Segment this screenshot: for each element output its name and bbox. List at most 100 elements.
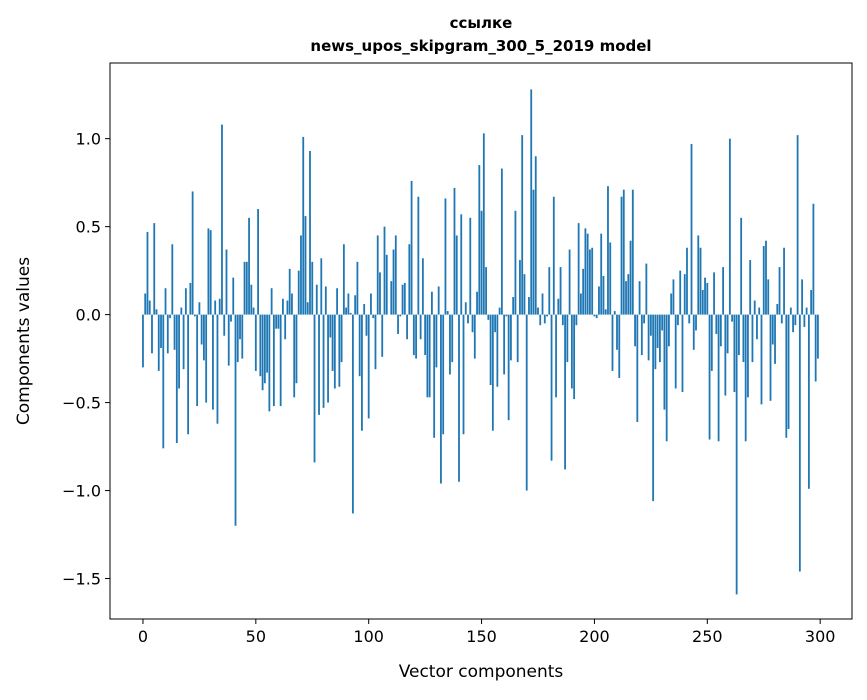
bar-component-121 (415, 314, 418, 359)
bar-component-69 (297, 270, 300, 315)
y-tick-label: 0.0 (76, 306, 101, 325)
bar-component-61 (279, 314, 282, 407)
bar-component-65 (288, 268, 291, 315)
bar-component-231 (663, 314, 666, 410)
bar-component-256 (719, 314, 722, 347)
bar-component-154 (489, 314, 492, 385)
bar-component-151 (482, 133, 485, 315)
bar-component-58 (272, 314, 275, 407)
bar-component-162 (507, 314, 510, 421)
bar-component-235 (672, 279, 675, 315)
bar-component-119 (410, 180, 413, 315)
bar-component-288 (792, 314, 794, 333)
bar-component-286 (787, 314, 790, 429)
bar-component-233 (668, 314, 670, 347)
bar-component-219 (636, 314, 639, 422)
bar-component-270 (751, 314, 754, 363)
bar-component-275 (762, 245, 765, 315)
bar-component-259 (726, 314, 729, 354)
bar-component-98 (363, 304, 366, 315)
bar-component-172 (530, 89, 533, 315)
y-tick-label: −0.5 (62, 394, 101, 413)
bar-component-35 (221, 124, 223, 315)
bar-component-140 (458, 314, 460, 482)
bar-component-106 (381, 314, 384, 357)
bar-component-181 (550, 314, 553, 461)
y-axis-label: Components values (14, 257, 34, 425)
bar-component-142 (462, 314, 465, 435)
bar-component-248 (701, 289, 704, 315)
bar-component-168 (521, 135, 524, 315)
bar-component-170 (525, 314, 528, 491)
bar-component-57 (270, 288, 273, 315)
bar-component-16 (178, 314, 180, 389)
bar-component-139 (455, 235, 458, 315)
bar-component-299 (817, 314, 819, 359)
bar-component-84 (331, 314, 334, 371)
bar-component-251 (708, 314, 711, 440)
bar-component-12 (169, 314, 171, 319)
bar-component-186 (561, 314, 564, 326)
bar-component-1 (144, 293, 147, 315)
bar-component-223 (645, 263, 648, 315)
bar-component-14 (173, 314, 176, 350)
bar-component-135 (446, 311, 449, 315)
bar-component-29 (207, 228, 210, 315)
bar-component-160 (503, 314, 506, 375)
bar-component-46 (245, 261, 248, 315)
bar-component-264 (738, 314, 740, 356)
bar-component-272 (756, 314, 758, 340)
bar-component-122 (417, 196, 420, 315)
bar-component-129 (433, 314, 436, 438)
bar-component-108 (385, 254, 388, 315)
bar-component-43 (239, 314, 241, 340)
bar-component-54 (263, 314, 266, 384)
bar-component-189 (568, 249, 571, 315)
bar-component-155 (491, 314, 494, 431)
bar-component-240 (683, 274, 686, 315)
bar-component-123 (419, 314, 422, 340)
bar-component-83 (329, 314, 332, 338)
bar-component-33 (216, 314, 219, 424)
x-tick-label: 200 (579, 627, 610, 646)
bar-component-73 (306, 302, 309, 315)
bar-component-276 (765, 240, 767, 315)
y-tick-label: −1.0 (62, 482, 101, 501)
bar-component-2 (146, 231, 149, 315)
bar-component-201 (595, 314, 598, 319)
bar-component-63 (284, 314, 287, 340)
bar-component-263 (735, 314, 738, 595)
bar-component-21 (189, 282, 192, 315)
bar-component-227 (654, 314, 657, 370)
bar-component-257 (722, 267, 725, 315)
bar-component-287 (789, 307, 792, 315)
bar-component-190 (570, 314, 573, 389)
x-tick-label: 300 (805, 627, 836, 646)
bar-component-266 (742, 314, 745, 363)
bar-component-7 (157, 314, 160, 371)
bar-component-37 (225, 249, 228, 315)
bar-component-64 (286, 300, 289, 315)
bar-component-74 (309, 150, 311, 315)
bar-component-99 (365, 314, 368, 336)
bar-component-252 (710, 314, 713, 371)
bar-component-55 (266, 314, 269, 373)
bar-component-176 (539, 314, 542, 326)
bar-component-20 (187, 314, 190, 435)
bar-component-75 (311, 261, 314, 315)
bar-component-133 (442, 314, 445, 435)
bar-component-297 (812, 203, 815, 315)
bar-component-8 (160, 314, 162, 349)
bar-component-78 (318, 314, 320, 415)
bar-component-118 (408, 244, 411, 315)
bar-component-45 (243, 261, 246, 315)
bar-component-110 (390, 281, 393, 315)
bar-component-66 (291, 293, 293, 315)
bar-component-221 (640, 314, 643, 356)
bar-component-62 (282, 298, 284, 315)
bar-component-220 (638, 281, 641, 315)
bar-component-167 (519, 260, 521, 315)
bar-component-218 (634, 314, 636, 347)
bar-component-40 (232, 277, 235, 315)
bar-component-214 (625, 281, 627, 315)
